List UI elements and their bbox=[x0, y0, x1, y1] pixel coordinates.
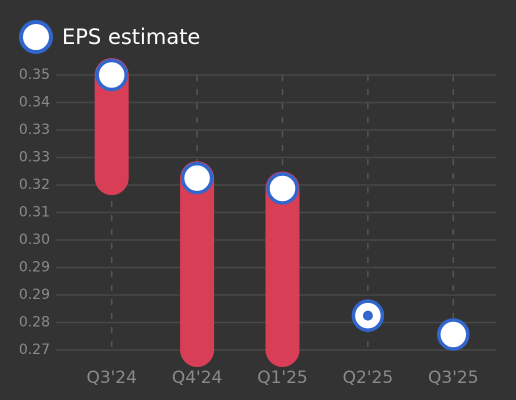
x-tick-label: Q1'25 bbox=[257, 368, 308, 388]
y-tick-label: 0.27 bbox=[19, 342, 50, 358]
x-tick-label: Q3'24 bbox=[86, 368, 137, 388]
y-tick-label: 0.29 bbox=[19, 260, 50, 276]
estimate-marker bbox=[266, 172, 299, 205]
y-tick-label: 0.28 bbox=[19, 315, 50, 331]
actual-bar bbox=[94, 58, 129, 196]
legend-marker bbox=[19, 20, 53, 54]
actual-bar bbox=[180, 161, 215, 367]
estimate-marker bbox=[180, 161, 214, 195]
legend-label: EPS estimate bbox=[62, 25, 200, 49]
y-tick-label: 0.33 bbox=[19, 122, 50, 138]
estimate-marker bbox=[95, 58, 128, 92]
actual-bar bbox=[265, 171, 300, 367]
actual-dot bbox=[362, 310, 373, 321]
x-tick-label: Q2'25 bbox=[343, 368, 394, 388]
y-tick-label: 0.33 bbox=[19, 150, 50, 166]
y-tick-label: 0.34 bbox=[19, 95, 50, 111]
y-tick-label: 0.29 bbox=[19, 287, 50, 303]
y-tick-label: 0.35 bbox=[19, 67, 50, 83]
x-tick-label: Q3'25 bbox=[428, 368, 479, 388]
y-tick-label: 0.31 bbox=[19, 205, 50, 221]
y-tick-label: 0.30 bbox=[19, 232, 50, 248]
y-tick-label: 0.32 bbox=[19, 177, 50, 193]
x-tick-label: Q4'24 bbox=[172, 368, 223, 388]
estimate-marker bbox=[437, 318, 470, 351]
